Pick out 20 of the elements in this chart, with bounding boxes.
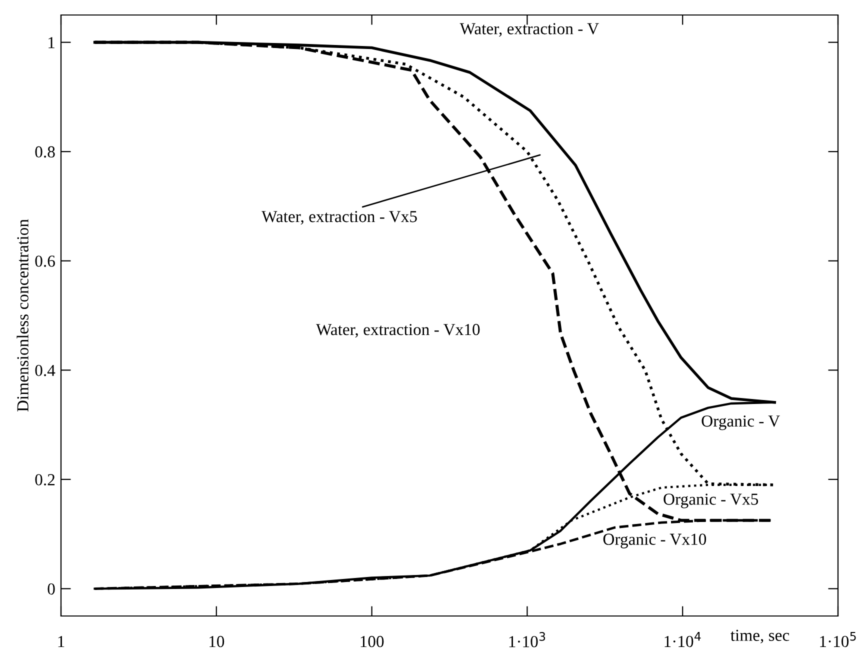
- y-tick-label: 0.6: [35, 256, 55, 267]
- x-tick-label: 1·10$^{3}$: [509, 632, 546, 648]
- x-tick-label: 1·10$^{5}$: [820, 632, 856, 648]
- annotation: Organic - Vx5: [664, 494, 758, 508]
- annotation: Water, extraction - Vx5: [262, 210, 417, 225]
- annotation: Water, extraction - V: [460, 23, 599, 37]
- x-tick-label: 100: [360, 636, 384, 648]
- y-tick-label: 0.4: [35, 364, 56, 376]
- y-axis-title: Dimensionless concentration: [16, 219, 28, 412]
- x-tick-label: 1: [58, 636, 64, 648]
- y-tick-label: 0: [48, 583, 55, 595]
- y-tick-label: 0.2: [35, 474, 55, 486]
- x-axis-title: time, sec: [730, 630, 790, 644]
- x-tick-label: 1·10$^{4}$: [664, 632, 701, 648]
- y-tick-label: 1: [48, 37, 54, 48]
- y-tick-label: 0.8: [35, 146, 55, 158]
- x-tick-label: 10: [210, 636, 224, 648]
- annotation: Organic - V: [702, 415, 780, 430]
- annotation: Water, extraction - Vx10: [316, 324, 480, 338]
- annotation: Organic - Vx10: [603, 534, 706, 548]
